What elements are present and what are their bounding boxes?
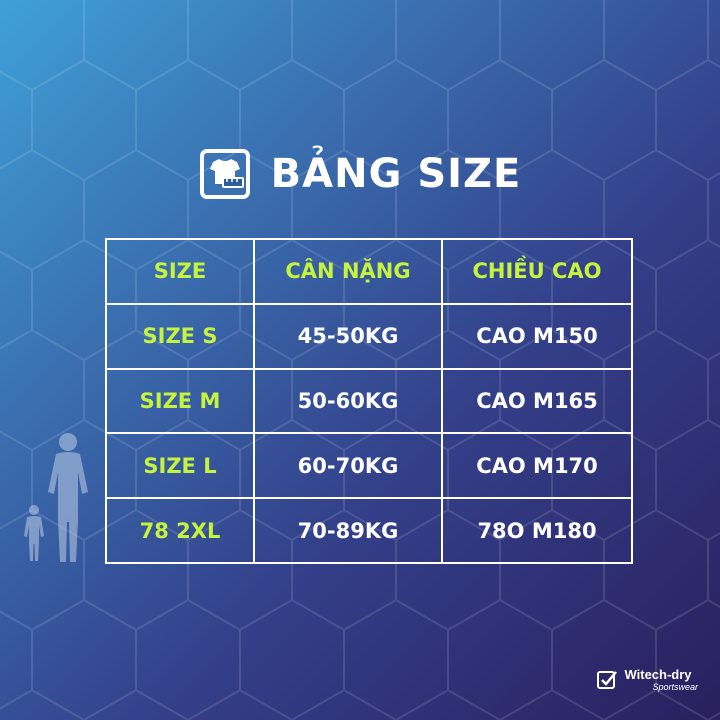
cell-height: CAO M170 [441,432,633,500]
cell-size: SIZE S [105,302,255,370]
table-row: SIZE L 60-70KG CAO M170 [105,432,633,500]
people-silhouette-icon [24,433,88,562]
cell-weight: 50-60KG [253,367,443,435]
header-size: SIZE [105,238,255,305]
cell-size: SIZE M [105,367,255,435]
cell-height: CAO M150 [441,302,633,370]
title-bar: BẢNG SIZE [0,148,720,200]
header-weight: CÂN NẶNG [253,238,443,305]
table-row: 78 2XL 70-89KG 78O M180 [105,497,633,564]
table-row: SIZE S 45-50KG CAO M150 [105,302,633,370]
cell-size: SIZE L [105,432,255,500]
header-height: CHIỀU CAO [441,238,633,305]
brand-tagline: Sportswear [652,682,698,692]
brand-name: Witech-dry [624,667,692,682]
cell-weight: 60-70KG [253,432,443,500]
brand-logo: Witech-dry Sportswear [596,667,698,692]
page-title: BẢNG SIZE [270,151,522,197]
cell-weight: 70-89KG [253,497,443,564]
checkbox-icon [597,670,618,689]
table-header-row: SIZE CÂN NẶNG CHIỀU CAO [105,238,633,305]
cell-height: CAO M165 [441,367,633,435]
cell-height: 78O M180 [441,497,633,564]
cell-weight: 45-50KG [253,302,443,370]
table-row: SIZE M 50-60KG CAO M165 [105,367,633,435]
cell-size: 78 2XL [105,497,255,564]
tshirt-measure-icon [199,149,250,199]
size-table: SIZE CÂN NẶNG CHIỀU CAO SIZE S 45-50KG C… [105,238,633,564]
